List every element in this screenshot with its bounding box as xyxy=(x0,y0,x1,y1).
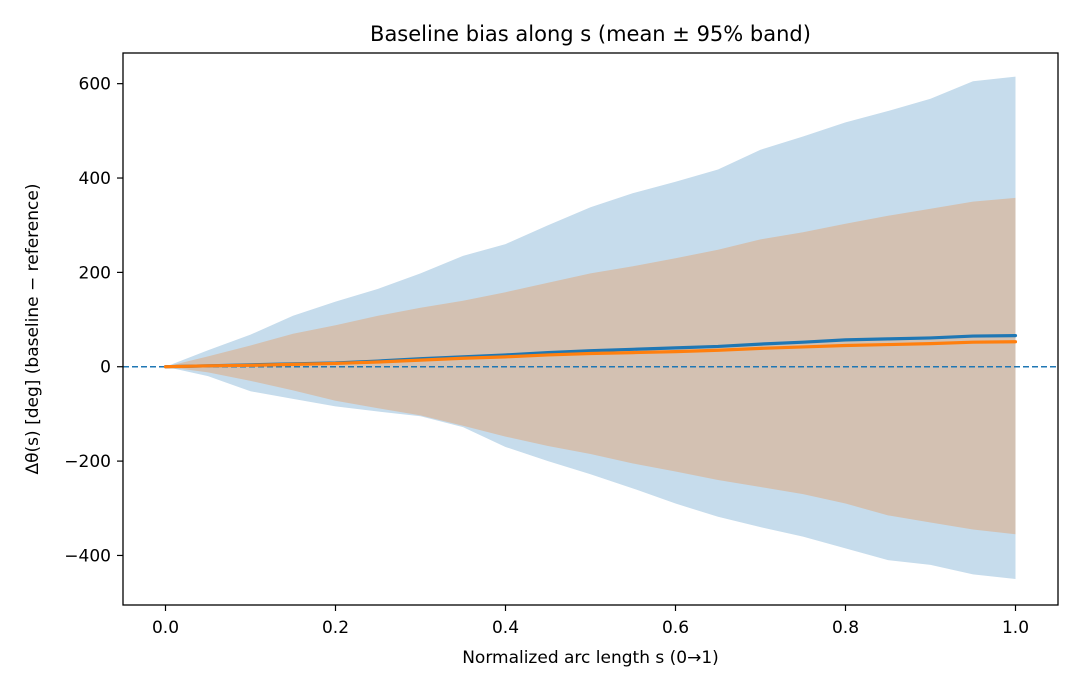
y-tick-label: 400 xyxy=(79,169,111,189)
x-tick-label: 0.6 xyxy=(662,618,689,638)
x-tick-label: 0.2 xyxy=(322,618,349,638)
plot-frame xyxy=(122,52,1059,606)
y-tick-label: 200 xyxy=(79,263,111,283)
plot-area xyxy=(123,76,1058,580)
y-tick-label: 600 xyxy=(79,75,111,95)
mean-line-2 xyxy=(163,340,1018,369)
x-tick-label: 0.8 xyxy=(832,618,859,638)
y-tick-label: −200 xyxy=(64,452,111,472)
y-tick-label: 0 xyxy=(100,358,111,378)
y-axis-title: Δθ(s) [deg] (baseline − reference) xyxy=(23,184,43,475)
x-tick-label: 0.0 xyxy=(152,618,179,638)
confidence-band-2 xyxy=(165,197,1016,535)
x-axis-title: Normalized arc length s (0→1) xyxy=(462,648,719,668)
x-tick-label: 0.4 xyxy=(492,618,519,638)
axis-ticks: 0.0 0.2 0.4 0.6 0.8 1.0 −400 −200 0 200 400 600 xyxy=(64,75,1029,638)
y-tick-label: −400 xyxy=(64,546,111,566)
x-tick-label: 1.0 xyxy=(1002,618,1029,638)
chart-title: Baseline bias along s (mean ± 95% band) xyxy=(370,22,811,46)
